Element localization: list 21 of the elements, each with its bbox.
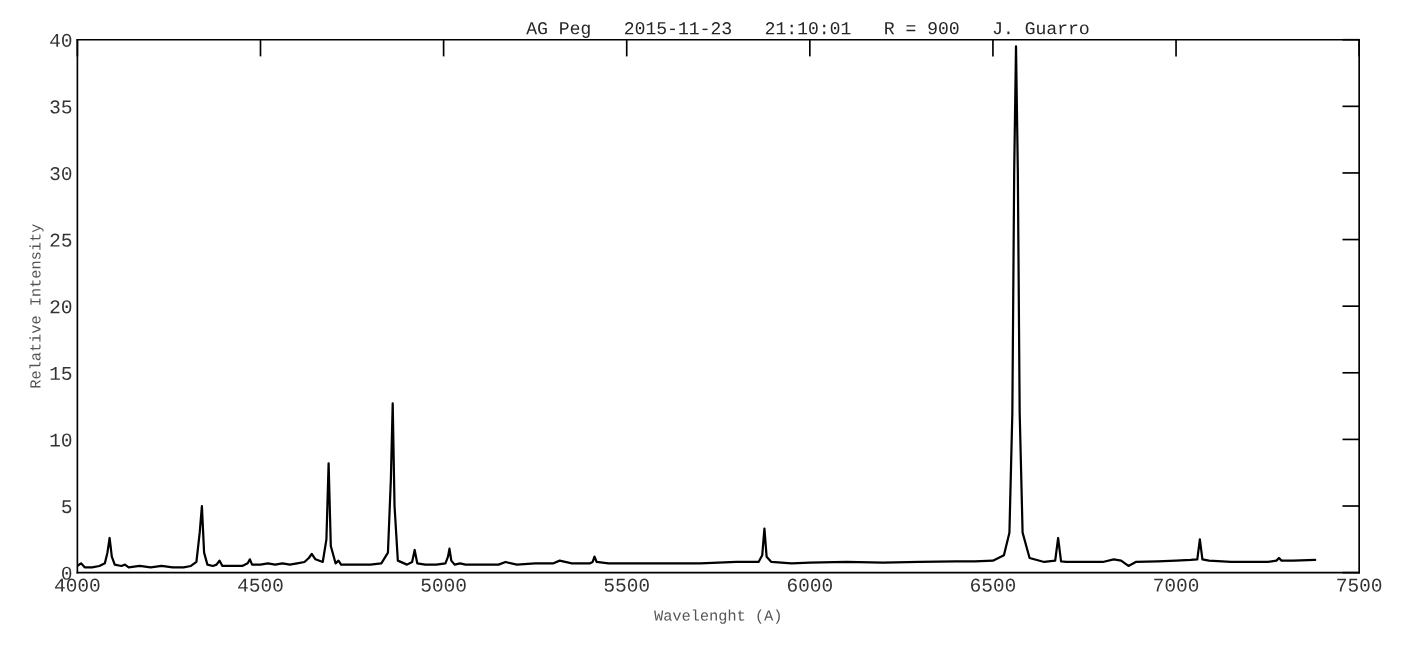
y-tick-label: 15 bbox=[50, 367, 72, 381]
y-tick-label: 5 bbox=[62, 500, 72, 514]
x-axis-title: Wavelenght (A) bbox=[654, 609, 780, 624]
x-tick-label: 7500 bbox=[1337, 578, 1382, 592]
x-tick-label: 5500 bbox=[604, 578, 649, 592]
x-tick-label: 6500 bbox=[971, 578, 1016, 592]
x-tick-label: 4000 bbox=[55, 578, 100, 592]
y-tick-label: 25 bbox=[50, 233, 72, 247]
y-tick-label: 30 bbox=[50, 166, 72, 181]
line-series bbox=[77, 45, 1317, 569]
x-tick-label: 7000 bbox=[1154, 578, 1199, 592]
y-tick-label: 35 bbox=[50, 100, 72, 114]
chart-title: AG Peg 2015-11-23 21:10:01 R = 900 J. Guarro bbox=[526, 22, 1089, 38]
y-tick-label: 40 bbox=[50, 33, 72, 47]
y-axis-title: Relative Intensity bbox=[29, 224, 44, 388]
y-tick-label: 10 bbox=[50, 433, 72, 447]
x-tick-label: 6000 bbox=[787, 578, 832, 592]
x-tick-label: 4500 bbox=[238, 578, 283, 592]
y-tick-label: 0 bbox=[62, 566, 72, 580]
x-tick-label: 5000 bbox=[421, 578, 466, 592]
y-tick-label: 20 bbox=[50, 300, 72, 314]
